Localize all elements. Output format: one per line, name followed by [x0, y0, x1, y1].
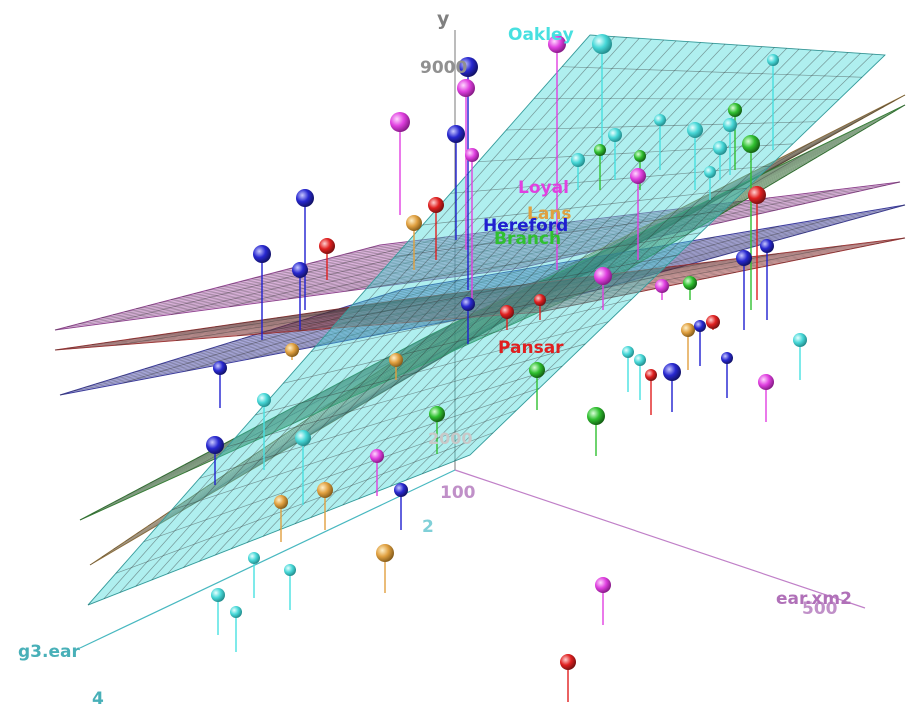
labels: y 9000 2000 100 500 ear.xm2 2 g3.ear 4 O…: [18, 8, 852, 709]
data-point-pansar: [645, 369, 657, 381]
data-point-oakley: [687, 122, 703, 138]
x-tick-label-right: 500: [802, 599, 838, 619]
data-point-hereford: [292, 262, 308, 278]
series-label-branch: Branch: [494, 229, 561, 249]
data-point-hereford: [736, 250, 752, 266]
y-axis-label: y: [437, 8, 450, 30]
data-point-lans: [406, 215, 422, 231]
plane-oakley: [87, 34, 887, 606]
plane-hereford: [59, 204, 906, 396]
data-point-branch: [742, 135, 760, 153]
data-point-oakley: [571, 153, 585, 167]
data-point-lans: [389, 353, 403, 367]
data-point-branch: [429, 406, 445, 422]
series-label-lans: Lans: [527, 204, 572, 224]
data-point-lans: [376, 544, 394, 562]
data-point-pansar: [319, 238, 335, 254]
data-point-oakley: [211, 588, 225, 602]
data-point-oakley: [248, 552, 260, 564]
data-point-loyal: [370, 449, 384, 463]
data-point-lans: [681, 323, 695, 337]
data-point-hereford: [458, 57, 478, 77]
data-point-lans: [317, 482, 333, 498]
data-point-hereford: [447, 125, 465, 143]
data-point-loyal: [630, 168, 646, 184]
y-tick-label-bottom: 2000: [428, 429, 473, 448]
data-point-pansar: [560, 654, 576, 670]
data-point-oakley: [284, 564, 296, 576]
data-point-pansar: [534, 294, 546, 306]
data-point-hereford: [253, 245, 271, 263]
series-label-loyal: Loyal: [518, 178, 569, 198]
data-points: [206, 34, 807, 670]
data-point-hereford: [721, 352, 733, 364]
data-point-oakley: [608, 128, 622, 142]
x-axis-line: [454, 469, 866, 609]
x-axis-label: ear.xm2: [776, 589, 852, 609]
plane-pansar: [54, 237, 906, 351]
data-point-hereford: [663, 363, 681, 381]
data-point-hereford: [213, 361, 227, 375]
data-point-hereford: [461, 297, 475, 311]
data-point-oakley: [713, 141, 727, 155]
data-point-oakley: [257, 393, 271, 407]
x-tick-label-left: 100: [440, 483, 476, 503]
data-point-hereford: [694, 320, 706, 332]
data-point-loyal: [595, 577, 611, 593]
regression-planes: [54, 34, 906, 606]
data-point-hereford: [296, 189, 314, 207]
data-point-oakley: [793, 333, 807, 347]
data-point-hereford: [206, 436, 224, 454]
data-point-hereford: [760, 239, 774, 253]
data-point-loyal: [758, 374, 774, 390]
data-point-lans: [274, 495, 288, 509]
data-point-oakley: [723, 118, 737, 132]
data-point-hereford: [394, 483, 408, 497]
data-point-branch: [594, 144, 606, 156]
data-point-branch: [529, 362, 545, 378]
series-label-oakley: Oakley: [508, 25, 574, 45]
data-point-pansar: [500, 305, 514, 319]
data-point-loyal: [457, 79, 475, 97]
data-point-branch: [587, 407, 605, 425]
data-point-oakley: [622, 346, 634, 358]
data-point-loyal: [655, 279, 669, 293]
z-tick-label-near: 2: [422, 517, 434, 537]
data-point-oakley: [295, 430, 311, 446]
data-point-oakley: [634, 354, 646, 366]
y-tick-label-top: 9000: [420, 58, 467, 78]
data-point-loyal: [465, 148, 479, 162]
axes: [79, 30, 866, 649]
z-axis-line: [79, 469, 456, 649]
plane-loyal: [54, 181, 901, 331]
data-point-oakley: [767, 54, 779, 66]
series-label-pansar: Pansar: [498, 338, 564, 358]
data-point-oakley: [654, 114, 666, 126]
data-point-lans: [285, 343, 299, 357]
data-point-pansar: [706, 315, 720, 329]
data-point-branch: [634, 150, 646, 162]
data-point-loyal: [594, 267, 612, 285]
data-point-loyal: [548, 35, 566, 53]
data-point-pansar: [748, 186, 766, 204]
series-label-hereford: Hereford: [483, 216, 568, 236]
z-tick-label-far: 4: [92, 689, 104, 709]
data-point-oakley: [592, 34, 612, 54]
data-point-loyal: [390, 112, 410, 132]
data-point-oakley: [230, 606, 242, 618]
z-axis-label: g3.ear: [18, 642, 80, 662]
data-point-branch: [728, 103, 742, 117]
data-point-oakley: [704, 166, 716, 178]
data-point-branch: [683, 276, 697, 290]
data-point-pansar: [428, 197, 444, 213]
